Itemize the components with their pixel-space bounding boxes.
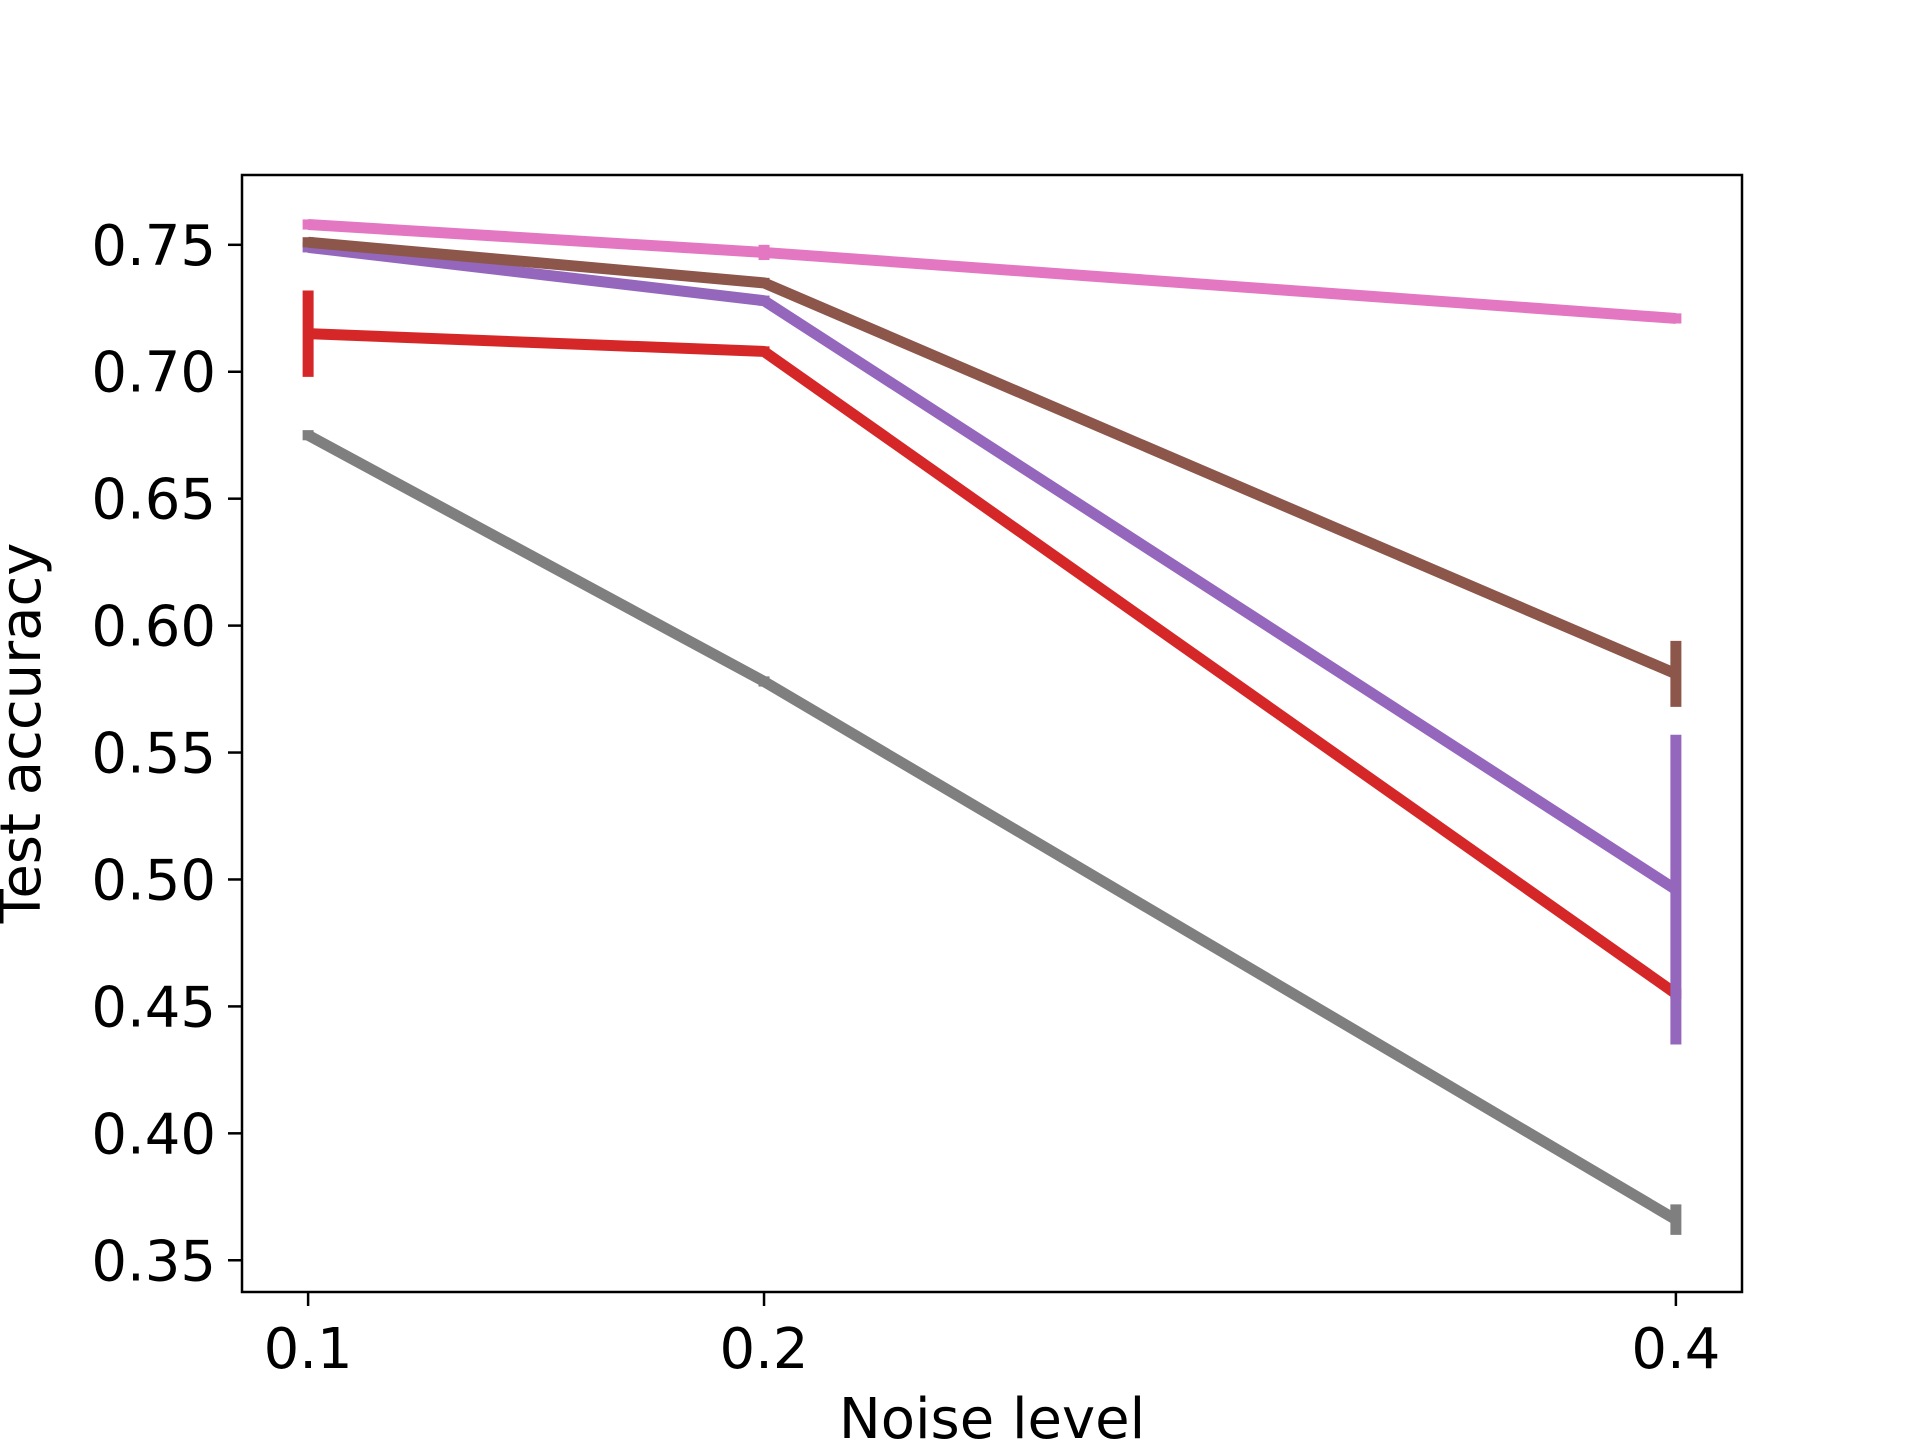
y-axis-label: Test accuracy: [0, 543, 54, 925]
series-line: [307, 328, 1680, 999]
x-tick-label: 0.1: [264, 1317, 353, 1382]
y-tick-label: 0.40: [91, 1102, 216, 1167]
series-layer: [302, 219, 1682, 1235]
y-tick-label: 0.65: [91, 468, 216, 533]
y-tick-label: 0.75: [91, 214, 216, 279]
series-3: [302, 241, 1682, 1045]
series-5: [302, 219, 1682, 324]
series-1: [302, 430, 1682, 1235]
series-2: [302, 290, 1682, 999]
y-tick-label: 0.50: [91, 848, 216, 913]
x-tick-label: 0.2: [720, 1317, 809, 1382]
y-tick-label: 0.70: [91, 341, 216, 406]
y-tick-label: 0.55: [91, 722, 216, 787]
series-line: [305, 430, 1679, 1225]
plot-frame: [240, 173, 1744, 1294]
y-tick-label: 0.60: [91, 595, 216, 660]
y-axis: 0.35 0.40 0.45 0.50 0.55 0.60 0.65 0.70 0.75: [91, 214, 242, 1294]
y-tick-label: 0.45: [91, 975, 216, 1040]
y-tick-label: 0.35: [91, 1229, 216, 1294]
series-4: [302, 236, 1682, 707]
x-tick-label: 0.4: [1631, 1317, 1720, 1382]
x-axis: 0.1 0.2 0.4: [264, 1292, 1720, 1382]
x-axis-label: Noise level: [839, 1387, 1145, 1440]
